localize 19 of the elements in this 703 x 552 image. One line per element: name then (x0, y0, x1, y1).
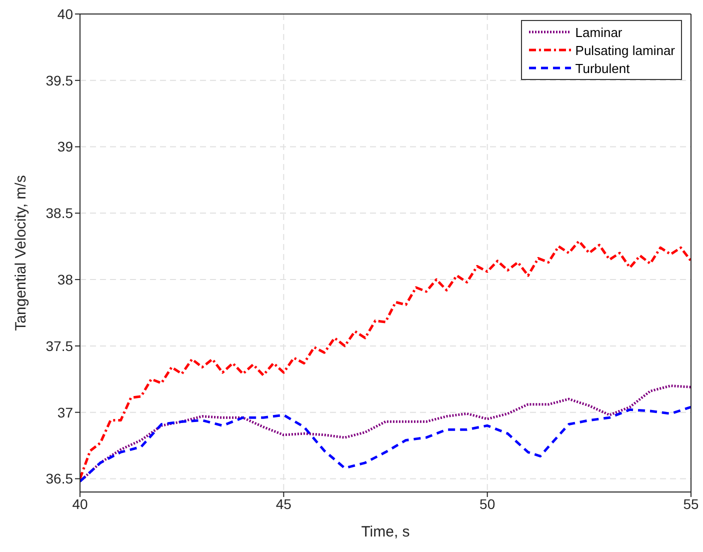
x-axis-title: Time, s (361, 524, 410, 541)
y-axis-title: Tangential Velocity, m/s (12, 175, 30, 331)
legend-label: Laminar (575, 24, 622, 40)
legend-label: Turbulent (575, 60, 630, 76)
y-tick-label: 37.5 (46, 338, 74, 354)
y-tick-label: 37 (57, 404, 74, 420)
x-tick-label: 45 (276, 496, 292, 512)
x-tick-label: 50 (480, 496, 496, 512)
y-tick-label: 39.5 (46, 72, 74, 88)
y-tick-label: 39 (57, 138, 74, 155)
legend-label: Pulsating laminar (575, 42, 675, 58)
y-tick-label: 38 (57, 272, 74, 288)
line-series (80, 240, 691, 480)
line-series (80, 406, 691, 483)
x-tick-label: 40 (72, 496, 88, 512)
y-tick-label: 40 (57, 6, 74, 22)
x-tick-label: 55 (683, 496, 699, 512)
y-tick-label: 38.5 (46, 205, 74, 222)
y-tick-label: 36.5 (46, 470, 74, 487)
